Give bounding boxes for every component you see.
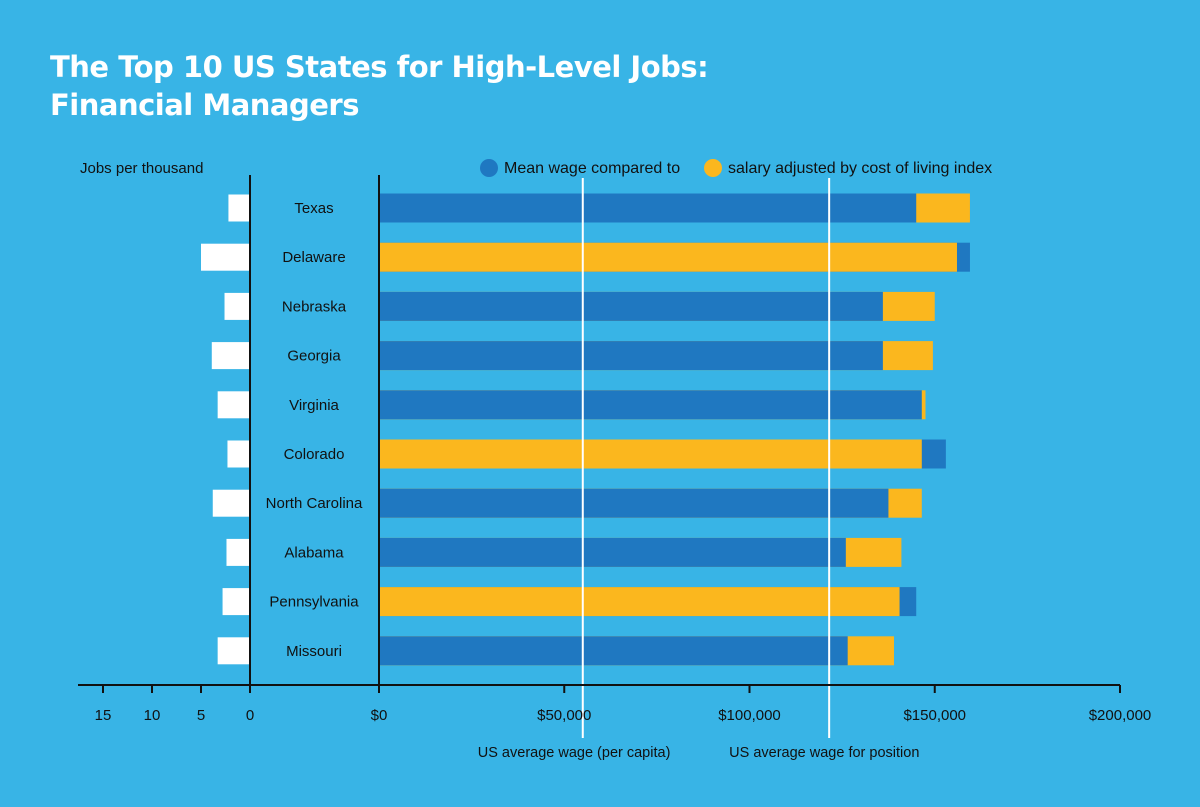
- reference-label-2: US average wage for position: [729, 745, 919, 761]
- state-label-pennsylvania: Pennsylvania: [269, 594, 359, 611]
- chart-title: The Top 10 US States for High-Level Jobs…: [50, 48, 709, 124]
- legend-mean-swatch: [480, 159, 498, 177]
- chart-title-line-1: The Top 10 US States for High-Level Jobs…: [50, 50, 709, 84]
- state-label-colorado: Colorado: [284, 446, 345, 463]
- bars-layer: [201, 193, 970, 666]
- jobs-bar-colorado: [227, 440, 250, 468]
- reference-lines: [581, 178, 831, 738]
- jobs-bar-north-carolina: [212, 489, 250, 517]
- jobs-tick-label-0: 0: [246, 707, 254, 724]
- adjusted-salary-bar-colorado: [379, 439, 922, 469]
- jobs-bar-georgia: [211, 342, 250, 370]
- jobs-tick-label-15: 15: [95, 707, 112, 724]
- state-label-virginia: Virginia: [289, 397, 339, 414]
- jobs-bar-alabama: [226, 538, 250, 566]
- state-label-nebraska: Nebraska: [282, 298, 347, 315]
- jobs-tick-label-10: 10: [144, 707, 161, 724]
- axes: [78, 175, 1121, 693]
- jobs-bar-pennsylvania: [222, 588, 250, 616]
- state-label-missouri: Missouri: [286, 643, 342, 660]
- wage-tick-label-1: $50,000: [537, 707, 591, 724]
- mean-wage-bar-virginia: [379, 390, 922, 420]
- legend-mean-label: Mean wage compared to: [504, 160, 680, 177]
- jobs-bar-nebraska: [224, 292, 250, 320]
- adjusted-salary-bar-delaware: [379, 242, 957, 272]
- jobs-bar-missouri: [217, 637, 250, 665]
- wage-tick-label-4: $200,000: [1089, 707, 1152, 724]
- mean-wage-bar-missouri: [379, 636, 848, 666]
- mean-wage-bar-alabama: [379, 537, 846, 567]
- state-label-north-carolina: North Carolina: [266, 495, 363, 512]
- wage-tick-label-2: $100,000: [718, 707, 781, 724]
- wage-tick-label-0: $0: [371, 707, 388, 724]
- wage-tick-label-3: $150,000: [903, 707, 966, 724]
- legend-adjusted-swatch: [704, 159, 722, 177]
- state-label-texas: Texas: [294, 200, 333, 217]
- chart-title-line-2: Financial Managers: [50, 88, 359, 122]
- mean-wage-bar-nebraska: [379, 291, 883, 321]
- mean-wage-bar-georgia: [379, 341, 883, 371]
- adjusted-salary-bar-pennsylvania: [379, 587, 900, 617]
- reference-label-1: US average wage (per capita): [478, 745, 671, 761]
- state-label-delaware: Delaware: [282, 249, 345, 266]
- state-label-georgia: Georgia: [287, 348, 341, 365]
- legend-adjusted-label: salary adjusted by cost of living index: [728, 160, 992, 177]
- jobs-bar-virginia: [217, 391, 250, 419]
- jobs-tick-label-5: 5: [197, 707, 205, 724]
- jobs-per-thousand-label: Jobs per thousand: [80, 160, 203, 177]
- mean-wage-bar-texas: [379, 193, 917, 223]
- mean-wage-bar-north-carolina: [379, 488, 889, 518]
- jobs-bar-delaware: [201, 243, 250, 271]
- state-label-alabama: Alabama: [284, 544, 344, 561]
- jobs-bar-texas: [228, 194, 250, 222]
- labels: Texas Delaware Nebraska Georgia Virginia Colo…: [95, 200, 1152, 761]
